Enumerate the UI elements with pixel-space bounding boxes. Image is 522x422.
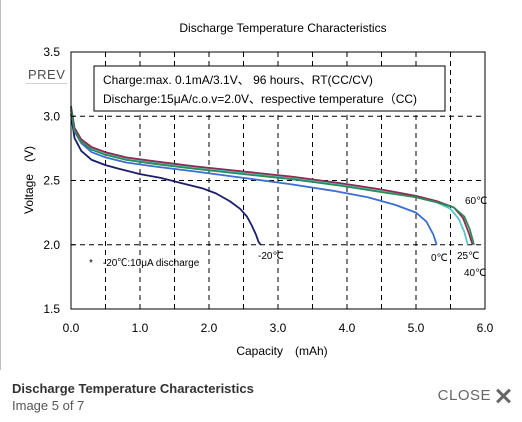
y-tick-label: 2.0	[43, 238, 60, 252]
prev-button[interactable]: PREV	[25, 67, 68, 84]
close-x-icon	[495, 388, 511, 404]
caption: Discharge Temperature Characteristics Im…	[12, 381, 254, 413]
y-tick-label: 3.0	[43, 109, 60, 123]
series-line-0	[70, 113, 262, 246]
footnote: * -20℃:10μA discharge	[89, 258, 200, 269]
y-axis-label: Voltage (V)	[22, 146, 36, 214]
close-label: CLOSE	[437, 387, 491, 404]
x-axis-label: Capacity (mAh)	[236, 344, 327, 358]
y-tick-label: 2.5	[43, 174, 60, 188]
x-tick-label: 2.0	[201, 321, 218, 335]
x-tick-label: 0.0	[63, 321, 80, 335]
x-tick-label: 1.0	[132, 321, 149, 335]
series-line-1	[70, 109, 438, 246]
chart-title: Discharge Temperature Characteristics	[179, 21, 386, 35]
x-tick-label: 5.0	[408, 321, 425, 335]
conditions-discharge: Discharge:15μA/c.o.v=2.0V、respective tem…	[103, 92, 417, 106]
series-line-2	[70, 107, 469, 246]
series-label-40c: 40℃	[464, 268, 486, 279]
x-tick-label: 3.0	[270, 321, 287, 335]
series-label-0c: 0℃	[431, 253, 448, 264]
discharge-chart: Discharge Temperature Characteristics 0.…	[22, 21, 494, 358]
axis-ticks: 0.0 1.0 2.0 3.0 4.0 5.0 6.0 1.5 2.0 2.5 3.0 3.5	[43, 45, 493, 335]
y-tick-label: 3.5	[43, 45, 60, 59]
conditions-box	[93, 65, 446, 112]
image-counter: Image 5 of 7	[12, 398, 85, 413]
y-tick-label: 1.5	[43, 302, 60, 316]
caption-title: Discharge Temperature Characteristics	[12, 381, 254, 396]
x-tick-label: 6.0	[477, 321, 494, 335]
close-button[interactable]: CLOSE	[438, 387, 511, 404]
conditions-charge: Charge:max. 0.1mA/3.1V、 96 hours、RT(CC/C…	[103, 73, 373, 87]
series-label-60c: 60℃	[465, 196, 487, 207]
series-lines	[70, 105, 475, 246]
image-frame-edge	[0, 0, 1, 370]
x-tick-label: 4.0	[339, 321, 356, 335]
series-label-minus20: -20℃	[258, 251, 284, 262]
series-line-4	[70, 108, 475, 246]
series-label-25c: 25℃	[457, 251, 479, 262]
